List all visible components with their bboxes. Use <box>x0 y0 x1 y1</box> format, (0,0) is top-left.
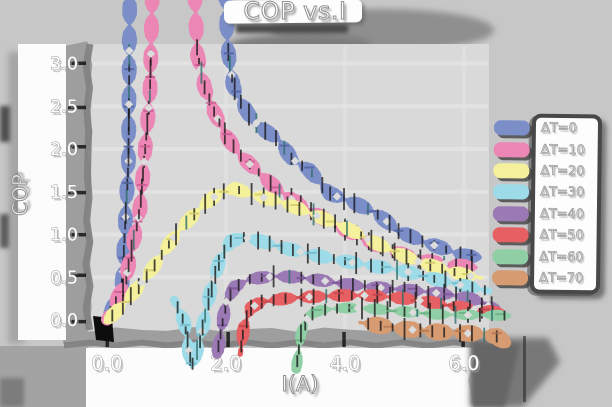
svg-text:1.5: 1.5 <box>50 183 78 203</box>
legend-label: ΔT=40 <box>539 206 585 222</box>
svg-text:0.0: 0.0 <box>50 311 78 331</box>
plot-area <box>91 44 489 332</box>
svg-text:2.0: 2.0 <box>52 143 80 163</box>
legend-item-0: ΔT=0 <box>493 118 598 140</box>
legend-swatch <box>493 163 530 179</box>
svg-text:2.5: 2.5 <box>50 97 78 117</box>
legend-label: ΔT=60 <box>539 249 584 265</box>
svg-text:6.0: 6.0 <box>448 352 479 375</box>
legend-label: ΔT=50 <box>539 227 584 244</box>
label-bands <box>18 44 480 407</box>
series-dT-3 <box>170 231 493 370</box>
legend-label: ΔT=10 <box>540 142 586 158</box>
legend-swatch <box>492 227 529 243</box>
legend-label: ΔT=30 <box>540 185 585 201</box>
legend-label: ΔT=0 <box>540 120 578 137</box>
series-dT-2 <box>103 181 484 325</box>
y-axis-label: COP <box>8 174 33 217</box>
svg-text:6.0: 6.0 <box>450 355 481 378</box>
legend-label: ΔT=20 <box>540 163 585 180</box>
axis-ticks <box>68 61 465 347</box>
svg-text:1.5: 1.5 <box>52 185 80 205</box>
legend-box: ΔT=0 ΔT=10 ΔT=20 ΔT=30 ΔT=40 ΔT=50 ΔT=60 ΔT=70 <box>492 113 603 295</box>
svg-text:3.0: 3.0 <box>52 57 80 77</box>
svg-text:2.0: 2.0 <box>212 355 243 378</box>
svg-text:2.5: 2.5 <box>52 100 80 120</box>
legend-item-1: ΔT=10 <box>493 139 598 161</box>
x-tick-labels: 0.00.0 2.02.0 4.04.0 6.06.0 <box>91 352 482 378</box>
svg-text:4.0: 4.0 <box>331 355 362 378</box>
legend-item-5: ΔT=50 <box>492 225 596 247</box>
svg-text:1.0: 1.0 <box>52 228 80 248</box>
legend-swatch <box>493 184 530 200</box>
legend-item-4: ΔT=40 <box>492 203 597 225</box>
series-dT-6 <box>291 297 512 374</box>
legend-swatch <box>492 205 529 222</box>
legend-swatch <box>493 120 531 136</box>
legend-label: ΔT=70 <box>539 270 584 287</box>
legend-item-6: ΔT=60 <box>492 246 596 268</box>
legend-item-2: ΔT=20 <box>493 160 597 182</box>
series-dT-5 <box>236 284 505 357</box>
legend-item-7: ΔT=70 <box>492 267 596 289</box>
y-tick-labels: 3.03.02.52.52.02.01.51.51.01.00.50.50.00… <box>50 54 80 334</box>
chart-title: COP vs.I <box>243 0 347 26</box>
svg-text:1.0: 1.0 <box>50 226 78 246</box>
svg-text:0.0: 0.0 <box>93 355 124 378</box>
x-axis-label: I(A) <box>281 372 319 397</box>
legend-item-3: ΔT=30 <box>493 182 597 204</box>
svg-text:0.5: 0.5 <box>52 271 80 291</box>
legend-swatch <box>492 270 529 286</box>
series-dT-1 <box>101 0 478 326</box>
series-dT-0 <box>103 0 482 323</box>
svg-text:2.0: 2.0 <box>50 140 78 160</box>
legend-swatch <box>493 141 530 158</box>
corner-shadows <box>470 330 560 407</box>
svg-text:3.0: 3.0 <box>50 55 78 75</box>
svg-text:4.0: 4.0 <box>329 352 360 375</box>
svg-text:0.0: 0.0 <box>91 352 122 375</box>
series-dT-7 <box>358 316 512 349</box>
svg-text:0.0: 0.0 <box>52 314 80 334</box>
svg-text:0.5: 0.5 <box>50 268 78 288</box>
legend-swatch <box>492 248 529 265</box>
